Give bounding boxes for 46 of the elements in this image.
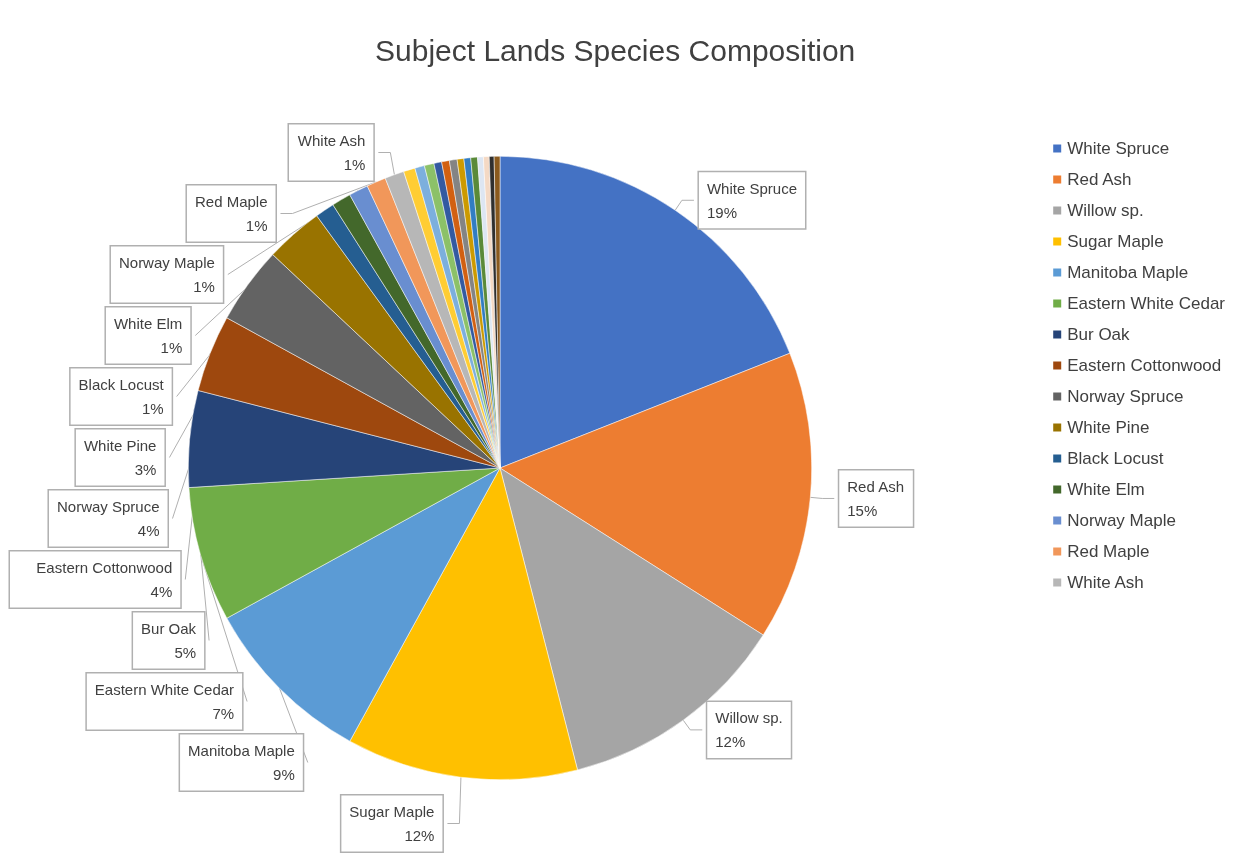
slice-label: White Elm [113, 315, 183, 332]
data-label: 4% [150, 583, 173, 600]
slice-label: White Spruce [706, 179, 797, 197]
slice-label: Sugar Maple [349, 803, 435, 820]
data-label: 3% [134, 461, 157, 478]
slice-label: White Ash [297, 132, 366, 149]
legend-label: White Spruce [1067, 139, 1170, 158]
legend-label: White Elm [1067, 480, 1145, 499]
slice-label: Norway Maple [118, 254, 215, 271]
legend-label: Eastern White Cedar [1067, 294, 1226, 313]
legend-label: Red Maple [1067, 542, 1150, 561]
slice-label: Eastern Cottonwood [36, 559, 173, 576]
legend-label: Norway Maple [1067, 511, 1176, 530]
legend-label: Black Locust [1067, 449, 1164, 468]
legend-label: Manitoba Maple [1067, 263, 1189, 282]
legend-label: Red Ash [1067, 170, 1132, 189]
data-label: 1% [141, 400, 164, 417]
data-label: 5% [174, 644, 197, 661]
data-label: 15% [847, 501, 878, 519]
data-label: 7% [212, 705, 235, 722]
data-label: 1% [193, 278, 215, 295]
slice-label: Red Ash [847, 477, 904, 495]
chart-title: Subject Lands Species Composition [375, 33, 856, 67]
slice-label: Willow sp. [715, 709, 783, 727]
slice-label: Black Locust [78, 376, 165, 393]
data-label: 12% [715, 733, 746, 751]
data-label: 9% [273, 766, 295, 783]
slice-label: Eastern White Cedar [94, 681, 235, 698]
legend-label: Sugar Maple [1067, 232, 1164, 251]
slice-label: White Pine [83, 437, 157, 454]
data-label: 1% [160, 339, 183, 356]
slice-label: Norway Spruce [56, 498, 160, 515]
data-label: 1% [343, 156, 366, 173]
slice-label: Bur Oak [141, 620, 197, 637]
legend-label: Willow sp. [1067, 201, 1144, 220]
legend-label: Bur Oak [1067, 325, 1131, 344]
data-label: 1% [245, 217, 268, 234]
legend-label: White Ash [1067, 573, 1144, 592]
data-label: 4% [137, 522, 160, 539]
legend-label: White Pine [1067, 418, 1150, 437]
legend-label: Norway Spruce [1067, 387, 1184, 406]
legend-label: Eastern Cottonwood [1067, 356, 1222, 375]
data-label: 19% [706, 203, 737, 221]
data-label: 12% [404, 827, 435, 844]
slice-label: Manitoba Maple [188, 742, 295, 759]
slice-label: Red Maple [194, 193, 268, 210]
